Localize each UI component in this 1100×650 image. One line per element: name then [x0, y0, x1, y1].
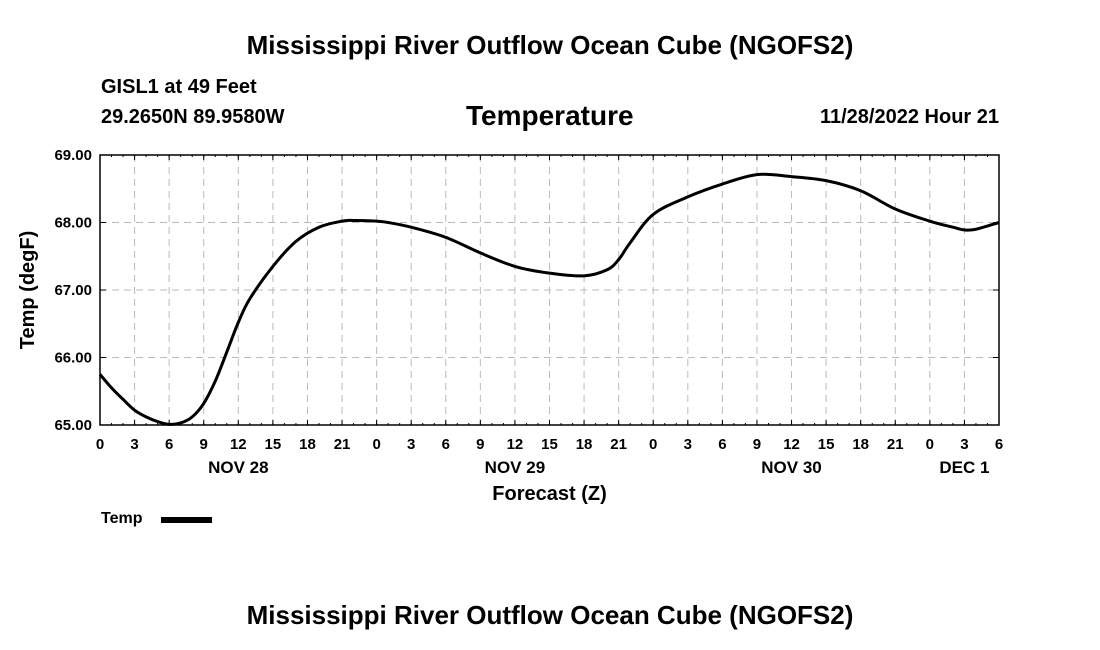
x-tick-label: 18	[852, 436, 869, 453]
x-tick-label: 18	[299, 436, 316, 453]
x-tick-label: 3	[130, 436, 138, 453]
x-tick-label: 18	[576, 436, 593, 453]
x-day-label: DEC 1	[939, 458, 989, 477]
x-tick-label: 3	[960, 436, 968, 453]
x-tick-label: 9	[476, 436, 484, 453]
x-tick-label: 0	[96, 436, 104, 453]
x-axis-label: Forecast (Z)	[492, 483, 606, 505]
x-tick-label: 21	[334, 436, 351, 453]
forecast-datetime: 11/28/2022 Hour 21	[819, 106, 999, 128]
legend-temp-swatch	[161, 517, 212, 523]
y-tick-label: 68.00	[54, 215, 92, 232]
x-tick-label: 15	[541, 436, 558, 453]
x-tick-label: 12	[507, 436, 524, 453]
x-day-label: NOV 29	[485, 458, 545, 477]
x-tick-label: 0	[926, 436, 934, 453]
x-tick-label: 3	[407, 436, 415, 453]
x-tick-label: 21	[610, 436, 627, 453]
x-tick-label: 3	[684, 436, 692, 453]
temperature-chart: 0 3 6 9 12 15 18 21 0 3 6 9 12 15 18 21 0 3 6 9 12 15 18 21 0 3 66…	[17, 147, 1003, 505]
chart-grid	[100, 155, 999, 425]
x-tick-label: 12	[783, 436, 800, 453]
station-coordinates: 29.2650N 89.9580W	[101, 106, 285, 128]
page-title-bottom: Mississippi River Outflow Ocean Cube (NG…	[246, 600, 854, 630]
station-name: GISL1 at 49 Feet	[101, 76, 257, 98]
chart-title: Temperature	[466, 100, 634, 131]
chart-ticks: 0 3 6 9 12 15 18 21 0 3 6 9 12 15 18 21 0 3 6 9 12 15 18 21 0 3 66…	[54, 147, 1003, 477]
x-tick-label: 6	[995, 436, 1003, 453]
plot-frame	[99, 154, 1000, 426]
x-tick-label: 15	[818, 436, 835, 453]
x-tick-label: 21	[887, 436, 904, 453]
series-temp-line	[98, 172, 1000, 426]
y-tick-label: 66.00	[54, 350, 92, 367]
x-tick-label: 6	[718, 436, 726, 453]
legend-temp-label: Temp	[101, 510, 143, 527]
x-tick-label: 9	[200, 436, 208, 453]
y-tick-label: 67.00	[54, 282, 92, 299]
y-tick-label: 69.00	[54, 147, 92, 164]
y-tick-label: 65.00	[54, 417, 92, 434]
x-day-label: NOV 30	[761, 458, 821, 477]
y-axis-label: Temp (degF)	[17, 231, 39, 350]
x-tick-label: 15	[265, 436, 282, 453]
page-title-top: Mississippi River Outflow Ocean Cube (NG…	[246, 30, 854, 60]
x-tick-label: 6	[442, 436, 450, 453]
x-tick-label: 6	[165, 436, 173, 453]
x-tick-label: 12	[230, 436, 247, 453]
x-day-label: NOV 28	[208, 458, 268, 477]
x-tick-label: 0	[649, 436, 657, 453]
x-tick-label: 9	[753, 436, 761, 453]
x-tick-label: 0	[372, 436, 380, 453]
